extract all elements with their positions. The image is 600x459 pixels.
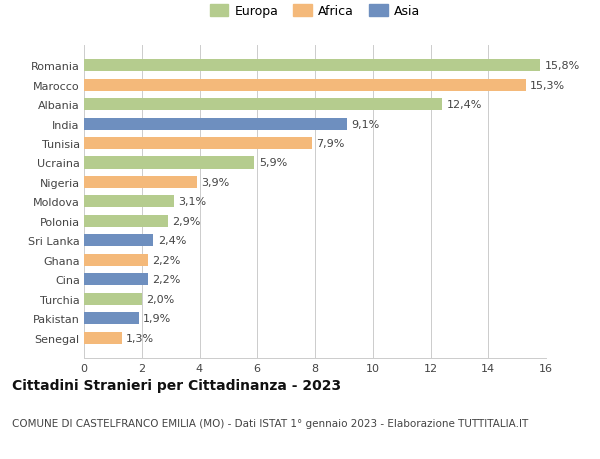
- Bar: [84, 235, 154, 247]
- Bar: [84, 157, 254, 169]
- Text: 9,1%: 9,1%: [351, 119, 379, 129]
- Text: 12,4%: 12,4%: [446, 100, 482, 110]
- Bar: [84, 177, 197, 189]
- Bar: [84, 79, 526, 91]
- Text: COMUNE DI CASTELFRANCO EMILIA (MO) - Dati ISTAT 1° gennaio 2023 - Elaborazione T: COMUNE DI CASTELFRANCO EMILIA (MO) - Dat…: [12, 418, 528, 428]
- Text: 15,3%: 15,3%: [530, 80, 565, 90]
- Bar: [84, 215, 168, 227]
- Bar: [84, 118, 347, 130]
- Text: 3,1%: 3,1%: [178, 197, 206, 207]
- Text: 1,9%: 1,9%: [143, 313, 172, 324]
- Bar: [84, 60, 540, 72]
- Bar: [84, 138, 312, 150]
- Text: 2,2%: 2,2%: [152, 255, 180, 265]
- Legend: Europa, Africa, Asia: Europa, Africa, Asia: [209, 6, 421, 18]
- Text: Cittadini Stranieri per Cittadinanza - 2023: Cittadini Stranieri per Cittadinanza - 2…: [12, 379, 341, 392]
- Bar: [84, 332, 122, 344]
- Text: 2,4%: 2,4%: [158, 236, 186, 246]
- Text: 7,9%: 7,9%: [316, 139, 345, 149]
- Bar: [84, 313, 139, 325]
- Text: 2,0%: 2,0%: [146, 294, 175, 304]
- Bar: [84, 99, 442, 111]
- Text: 2,2%: 2,2%: [152, 274, 180, 285]
- Bar: [84, 274, 148, 285]
- Bar: [84, 254, 148, 266]
- Text: 15,8%: 15,8%: [545, 61, 580, 71]
- Text: 5,9%: 5,9%: [259, 158, 287, 168]
- Text: 3,9%: 3,9%: [201, 178, 229, 188]
- Text: 2,9%: 2,9%: [172, 216, 200, 226]
- Bar: [84, 196, 173, 208]
- Bar: [84, 293, 142, 305]
- Text: 1,3%: 1,3%: [126, 333, 154, 343]
